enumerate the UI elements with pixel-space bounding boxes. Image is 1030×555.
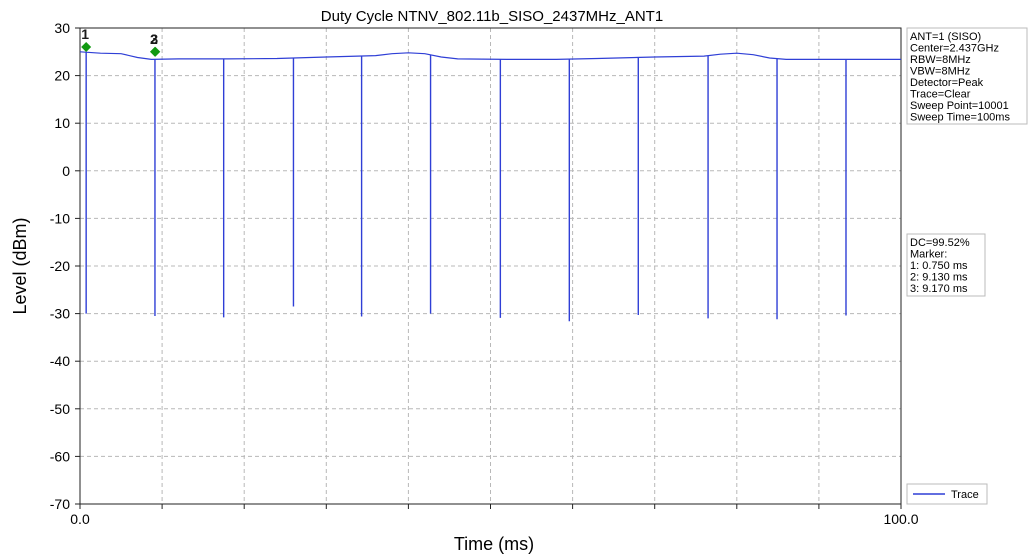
- info-panel-markers: DC=99.52%Marker:1: 0.750 ms2: 9.130 ms3:…: [906, 233, 986, 297]
- legend: Trace: [906, 483, 988, 505]
- info-settings-line: Sweep Time=100ms: [910, 112, 1010, 124]
- info-marker-line: 1: 0.750 ms: [910, 260, 968, 272]
- y-tick-label: -10: [50, 210, 70, 226]
- y-tick-label: -70: [50, 496, 70, 512]
- info-panel-markers-box: [906, 233, 986, 297]
- x-axis-ticks: 0.0 100.0: [70, 504, 919, 527]
- info-settings-line: Center=2.437GHz: [910, 43, 999, 55]
- marker-3-diamond: [150, 46, 161, 57]
- y-tick-label: -40: [50, 353, 70, 369]
- info-panel-settings: ANT=1 (SISO)Center=2.437GHzRBW=8MHzVBW=8…: [906, 27, 1028, 125]
- info-settings-line: ANT=1 (SISO): [910, 31, 981, 43]
- y-tick-label: -30: [50, 306, 70, 322]
- info-panel-settings-box: [906, 27, 1028, 125]
- y-tick-label: -60: [50, 448, 70, 464]
- marker-3-label: 3: [150, 31, 158, 47]
- info-settings-line: VBW=8MHz: [910, 66, 970, 78]
- x-tick-label: 0.0: [70, 511, 90, 527]
- y-tick-label: -20: [50, 258, 70, 274]
- marker-1-diamond: [81, 42, 92, 53]
- info-settings-line: Detector=Peak: [910, 77, 984, 89]
- trace-line: [79, 51, 901, 61]
- x-tick-label: 100.0: [883, 511, 918, 527]
- info-panel-settings-lines: ANT=1 (SISO)Center=2.437GHzRBW=8MHzVBW=8…: [910, 31, 1010, 124]
- x-axis-label: Time (ms): [454, 534, 534, 554]
- y-tick-label: 30: [54, 20, 70, 36]
- trace-layer: [79, 51, 901, 322]
- info-settings-line: RBW=8MHz: [910, 54, 971, 66]
- info-panel-markers-lines: DC=99.52%Marker:1: 0.750 ms2: 9.130 ms3:…: [910, 237, 970, 295]
- info-settings-line: Trace=Clear: [910, 89, 971, 101]
- y-tick-label: 20: [54, 68, 70, 84]
- y-tick-label: 10: [54, 115, 70, 131]
- info-marker-line: 3: 9.170 ms: [910, 283, 968, 295]
- legend-label: Trace: [951, 489, 979, 501]
- marker-1-label: 1: [81, 26, 89, 42]
- chart-title: Duty Cycle NTNV_802.11b_SISO_2437MHz_ANT…: [321, 8, 663, 25]
- info-marker-line: DC=99.52%: [910, 237, 970, 249]
- info-settings-line: Sweep Point=10001: [910, 100, 1009, 112]
- y-tick-label: -50: [50, 401, 70, 417]
- grid-lines: [80, 28, 901, 504]
- info-marker-line: Marker:: [910, 249, 947, 261]
- legend-box: [906, 483, 988, 505]
- y-axis-label: Level (dBm): [10, 217, 30, 314]
- y-axis-ticks: 30 20 10 0 -10 -20 -30 -40 -50 -60 -70: [50, 20, 80, 512]
- marker-layer: 1 23: [81, 26, 161, 57]
- marker-2-label: 2: [150, 31, 158, 47]
- y-tick-label: 0: [62, 163, 70, 179]
- info-marker-line: 2: 9.130 ms: [910, 272, 968, 284]
